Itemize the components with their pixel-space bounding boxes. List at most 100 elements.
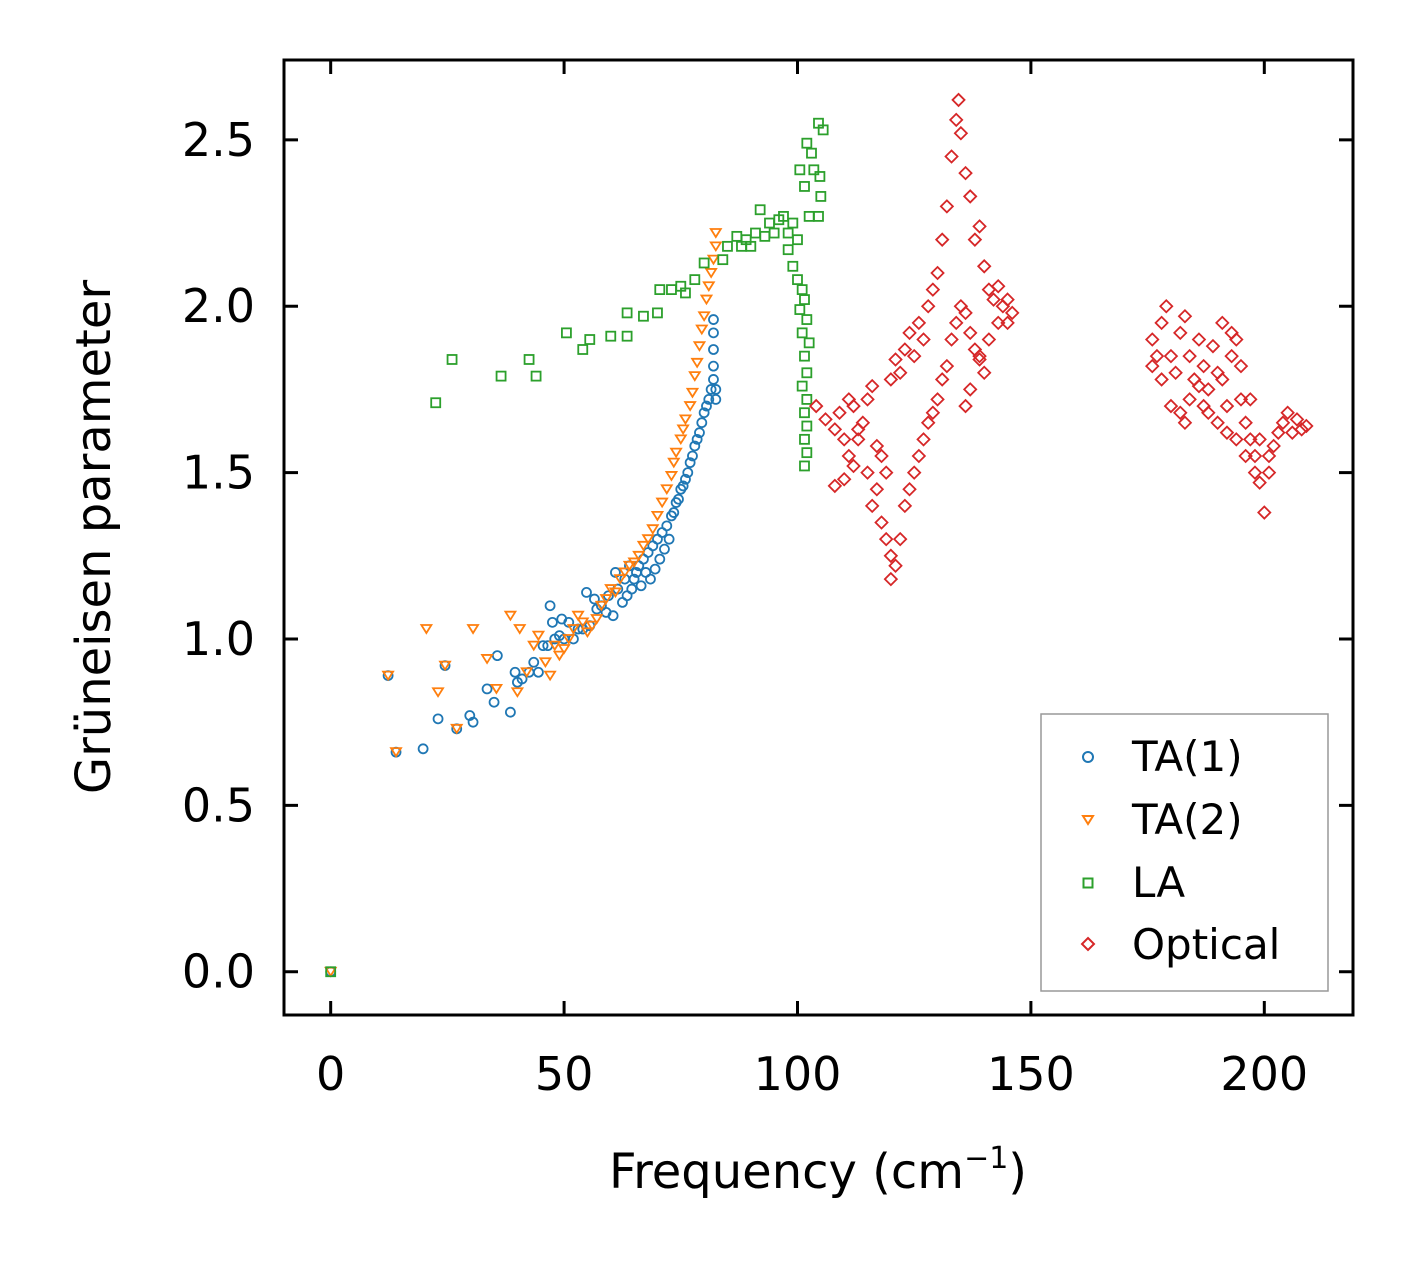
data-point [1182, 348, 1197, 364]
data-point [883, 372, 899, 387]
data-point [1266, 438, 1281, 454]
data-point [450, 723, 464, 735]
data-point [916, 332, 931, 347]
data-point [745, 240, 757, 252]
data-point [972, 348, 987, 364]
data-point [523, 354, 535, 365]
data-point [962, 382, 978, 397]
data-point [1299, 418, 1314, 434]
data-point [953, 125, 969, 141]
data-point [976, 259, 992, 274]
data-point [622, 560, 637, 572]
data-point [613, 574, 627, 585]
data-point [703, 394, 715, 405]
series-la [325, 117, 829, 978]
data-point [827, 422, 843, 437]
data-point [803, 337, 815, 349]
data-point [566, 624, 581, 635]
data-point [841, 392, 857, 407]
data-point [516, 673, 528, 685]
data-point [869, 481, 885, 497]
data-point [934, 372, 950, 387]
data-point [1196, 358, 1211, 374]
data-point [638, 310, 649, 322]
data-point [618, 567, 632, 579]
data-point [841, 448, 857, 464]
data-point [1000, 315, 1015, 331]
data-point [576, 617, 590, 629]
data-point [708, 344, 719, 355]
data-point [706, 254, 721, 266]
legend-entry-optical: Optical [1080, 920, 1280, 969]
data-point [704, 268, 718, 279]
data-point [787, 260, 799, 272]
data-point [694, 427, 705, 439]
data-point [621, 330, 633, 342]
data-point [972, 219, 987, 234]
data-point [696, 417, 708, 429]
data-point [1191, 332, 1207, 347]
data-point [801, 314, 813, 325]
data-point [389, 747, 403, 758]
data-point [1247, 448, 1263, 464]
data-point [944, 332, 959, 347]
data-point [717, 254, 729, 266]
data-point [607, 610, 619, 622]
legend-marker-la [1082, 877, 1094, 889]
data-point [1215, 372, 1230, 387]
data-point [689, 440, 701, 452]
legend-entry-la: LA [1082, 858, 1185, 907]
data-point [509, 666, 521, 678]
data-point [906, 348, 922, 364]
data-point [981, 332, 997, 347]
data-point [654, 553, 666, 565]
data-point [698, 257, 710, 269]
y-tick-label: 1.0 [182, 612, 255, 666]
data-point [544, 600, 556, 612]
data-point [663, 533, 675, 545]
data-point [1004, 305, 1020, 321]
data-point [1177, 415, 1193, 430]
data-point [860, 392, 875, 407]
data-point [948, 112, 964, 128]
data-point [827, 478, 843, 494]
data-point [680, 473, 691, 485]
data-point [813, 210, 824, 222]
x-tick-label: 150 [987, 1047, 1075, 1101]
data-point [1275, 415, 1291, 430]
data-point [705, 384, 717, 395]
data-point [702, 281, 716, 292]
data-point [990, 315, 1006, 331]
data-point [488, 696, 500, 708]
data-point [513, 624, 527, 635]
data-point [902, 481, 917, 497]
legend-label-ta2: TA(2) [1131, 795, 1243, 844]
data-point [635, 580, 647, 592]
data-point [680, 287, 691, 299]
data-point [708, 327, 719, 339]
data-point [1238, 448, 1253, 464]
data-point [481, 683, 493, 695]
data-point [1219, 425, 1235, 440]
data-point [669, 447, 683, 459]
data-point [430, 397, 442, 409]
data-point [801, 420, 813, 432]
data-point [660, 484, 674, 495]
data-point [967, 232, 983, 247]
data-point [692, 341, 707, 352]
data-point [585, 620, 599, 632]
data-point [794, 304, 806, 315]
data-point [654, 284, 666, 295]
data-point [599, 594, 613, 605]
data-point [562, 634, 576, 645]
data-point [836, 432, 852, 447]
data-point [531, 630, 546, 642]
data-point [645, 573, 656, 585]
data-point [649, 563, 661, 575]
data-point [580, 627, 595, 639]
data-point [778, 210, 789, 222]
legend-marker-ta1 [1082, 751, 1094, 763]
data-point [1261, 448, 1277, 464]
data-point [708, 314, 719, 325]
